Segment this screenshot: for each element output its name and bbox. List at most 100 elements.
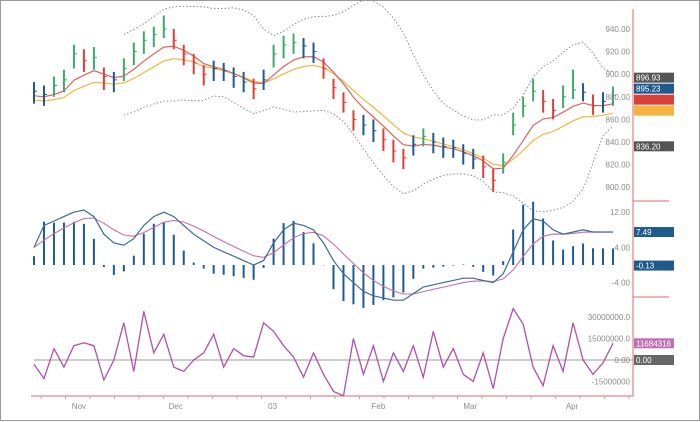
- oscillator-line: [33, 306, 614, 397]
- x-tick-label: Feb: [372, 402, 386, 411]
- value-label-box: [634, 83, 674, 94]
- price-bar: [542, 90, 547, 113]
- price-bar: [172, 29, 177, 50]
- price-bar: [342, 92, 347, 113]
- upper-band-line: [123, 1, 614, 121]
- price-bar: [582, 83, 587, 102]
- x-tick-label: Mar: [463, 402, 477, 411]
- value-label-text: 836.20: [636, 142, 661, 151]
- price-bar: [612, 86, 616, 106]
- y-tick-label: 0.00: [614, 356, 630, 365]
- y-tick-label: 900.00: [606, 70, 631, 79]
- price-bar: [282, 35, 287, 59]
- value-label-text: 11684316: [636, 339, 672, 348]
- price-bar: [292, 33, 297, 54]
- price-bar: [452, 139, 457, 158]
- price-bar: [222, 62, 227, 81]
- price-bar: [412, 135, 417, 156]
- price-bar: [392, 139, 397, 163]
- price-bar: [132, 42, 137, 66]
- price-bar: [182, 44, 187, 66]
- price-panel: [33, 1, 616, 213]
- price-bar: [33, 82, 37, 104]
- y-tick-label: 860.00: [606, 115, 631, 124]
- value-label-box: [634, 227, 674, 238]
- price-bar: [532, 78, 537, 102]
- price-bar: [422, 128, 427, 147]
- value-label: -0.13: [634, 260, 674, 271]
- value-label-text: 895.23: [636, 85, 661, 94]
- price-bar: [252, 78, 257, 100]
- price-bar: [372, 119, 377, 142]
- y-tick-label: 15000000.0: [588, 335, 631, 344]
- price-bar: [72, 44, 77, 69]
- price-bar: [492, 169, 497, 192]
- price-bar: [232, 67, 237, 88]
- price-bar: [202, 65, 207, 86]
- price-bar: [322, 58, 327, 79]
- price-bar: [212, 60, 217, 81]
- y-tick-label: -4.00: [612, 279, 631, 288]
- price-bar: [572, 69, 577, 100]
- y-tick-label: 920.00: [606, 48, 631, 57]
- price-bar: [242, 71, 247, 93]
- value-label-box: [634, 72, 674, 83]
- price-bar: [152, 26, 157, 48]
- value-label-box: [634, 141, 674, 152]
- y-tick-label: 940.00: [606, 25, 631, 34]
- value-label: 0.00: [634, 355, 674, 365]
- price-bar: [312, 42, 317, 63]
- macd-panel: [33, 201, 614, 308]
- value-label-text: 7.49: [636, 228, 652, 237]
- price-bar: [512, 112, 517, 136]
- price-bar: [472, 148, 477, 170]
- value-label-text: 0.00: [636, 356, 652, 365]
- value-label: [634, 105, 674, 116]
- y-tick-label: 880.00: [606, 93, 631, 102]
- price-bar: [272, 44, 277, 68]
- price-bar: [382, 128, 387, 152]
- value-label-text: -0.13: [636, 262, 655, 271]
- price-bar: [432, 132, 437, 154]
- price-bar: [462, 144, 467, 165]
- price-bar: [352, 110, 357, 131]
- price-bar: [562, 85, 567, 109]
- price-bar: [82, 49, 87, 72]
- value-label-text: 896.93: [636, 74, 661, 83]
- value-label: 11684316: [634, 338, 674, 349]
- value-label-box: [634, 355, 674, 365]
- price-bar: [92, 47, 97, 70]
- price-bar: [112, 71, 117, 93]
- y-tick-label: 840.00: [606, 138, 631, 147]
- price-bar: [52, 76, 57, 97]
- oscillator-panel: [33, 306, 633, 397]
- y-tick-label: 800.00: [606, 183, 631, 192]
- value-label-box: [634, 105, 674, 116]
- x-tick-label: Dec: [169, 402, 183, 411]
- price-bar: [192, 53, 197, 75]
- price-bar: [482, 155, 487, 179]
- value-label: [634, 94, 674, 105]
- price-bar: [302, 38, 307, 59]
- y-tick-label: 4.00: [614, 243, 630, 252]
- price-bar: [502, 153, 507, 174]
- price-bar: [442, 137, 447, 158]
- price-bar: [142, 31, 147, 54]
- value-label-box: [634, 338, 674, 349]
- value-label: 7.49: [634, 227, 674, 238]
- price-bar: [332, 78, 337, 100]
- lower-band-line: [123, 95, 614, 213]
- price-bar: [362, 114, 367, 136]
- price-bar: [592, 94, 597, 115]
- price-bar: [42, 85, 47, 106]
- y-tick-label: 820.00: [606, 161, 631, 170]
- y-tick-label: 30000000.0: [588, 313, 631, 322]
- axes: Nov Dec 03 Feb Mar Apr 940.00 920.00 900.00 880.0…: [31, 9, 674, 411]
- price-bar: [552, 99, 557, 120]
- x-tick-label: 03: [268, 402, 277, 411]
- x-tick-label: Nov: [72, 402, 86, 411]
- y-tick-label: 12.00: [610, 208, 631, 217]
- value-label-box: [634, 260, 674, 271]
